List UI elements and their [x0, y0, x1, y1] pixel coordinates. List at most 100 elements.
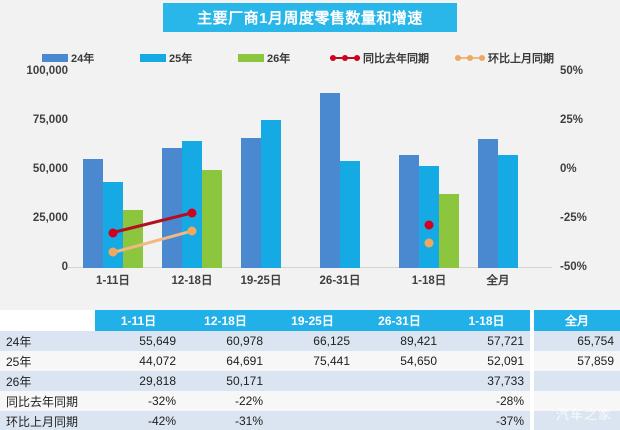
table-cell: 57,721 [443, 331, 530, 351]
table-cell: 65,754 [534, 331, 620, 351]
table-col-gap [530, 310, 534, 331]
table-cell: 60,978 [182, 331, 269, 351]
chart-legend: 24年 25年 26年 同比去年同期 环比上月同期 [0, 48, 620, 68]
bar-group [478, 72, 518, 268]
bar-26年 [439, 194, 459, 268]
table-row: 25年 44,072 64,691 75,441 54,650 52,091 57,859 [0, 351, 620, 371]
legend-label: 24年 [71, 53, 95, 65]
x-axis-tick: 全月 [486, 275, 510, 287]
bar-25年 [182, 141, 202, 268]
legend-label: 25年 [169, 53, 193, 65]
table-row: 24年 55,649 60,978 66,125 89,421 57,721 65,754 [0, 331, 620, 351]
table-cell: 50,171 [182, 371, 269, 391]
legend-swatch-icon [140, 54, 166, 62]
y-axis-left-tick: 75,000 [32, 114, 68, 126]
bar-group [162, 72, 222, 268]
table-row-label: 25年 [0, 351, 95, 371]
table-cell: 37,733 [443, 371, 530, 391]
plot-wrapper: 100,000 75,000 50,000 25,000 0 50% 25% 0% -25% -… [0, 65, 620, 300]
table-col-header: 1-11日 [95, 310, 182, 331]
legend-swatch-icon [42, 54, 68, 62]
y-axis-right-tick: 0% [560, 163, 577, 175]
table-row: 环比上月同期 -42% -31% -37% [0, 411, 620, 430]
chart-title-banner: 主要厂商1月周度零售数量和增速 [163, 3, 457, 32]
table-cell: -32% [95, 391, 182, 411]
legend-mom[interactable]: 环比上月同期 [455, 50, 554, 66]
data-point-环比上月同期 [108, 247, 118, 257]
bar-24年 [320, 92, 340, 268]
legend-25[interactable]: 25年 [140, 50, 192, 66]
table-corner-cell [0, 310, 95, 331]
bar-24年 [83, 158, 103, 268]
bar-group [399, 72, 459, 268]
table-row: 同比去年同期 -32% -22% -28% [0, 391, 620, 411]
legend-label: 26年 [267, 53, 291, 65]
table-cell: 44,072 [95, 351, 182, 371]
table-col-header: 12-18日 [182, 310, 269, 331]
bar-25年 [419, 165, 439, 268]
bar-26年 [123, 209, 143, 268]
table-cell [534, 411, 620, 430]
data-point-同比去年同期 [108, 228, 118, 238]
bar-group [83, 72, 143, 268]
bar-25年 [498, 154, 518, 268]
bar-24年 [162, 148, 182, 268]
table-cell: 75,441 [269, 351, 356, 371]
bar-24年 [241, 138, 261, 268]
legend-swatch-icon [238, 54, 264, 62]
table-cell: 54,650 [356, 351, 443, 371]
table-cell [269, 411, 356, 430]
table-col-gap [530, 331, 534, 351]
table-cell [534, 371, 620, 391]
table-cell [269, 391, 356, 411]
x-axis-tick: 1-18日 [411, 275, 447, 287]
table-col-gap [530, 411, 534, 430]
legend-26[interactable]: 26年 [238, 50, 290, 66]
table-col-header: 全月 [534, 310, 620, 331]
legend-yoy[interactable]: 同比去年同期 [330, 50, 429, 66]
y-axis-right-tick: 25% [560, 114, 584, 126]
y-axis-left-tick: 25,000 [32, 212, 68, 224]
data-point-同比去年同期 [424, 220, 434, 230]
table-col-header: 1-18日 [443, 310, 530, 331]
plot-area [68, 72, 552, 268]
table-row-label: 环比上月同期 [0, 411, 95, 430]
table-col-header: 19-25日 [269, 310, 356, 331]
bar-25年 [340, 160, 360, 268]
legend-line-marker-icon [455, 53, 485, 63]
table-cell [534, 391, 620, 411]
table-cell: -28% [443, 391, 530, 411]
data-point-环比上月同期 [424, 238, 434, 248]
y-axis-right-tick: 50% [560, 65, 584, 77]
table-cell: 64,691 [182, 351, 269, 371]
bar-25年 [261, 120, 281, 268]
y-axis-left-tick: 50,000 [32, 163, 68, 175]
table-cell: -37% [443, 411, 530, 430]
x-axis-tick: 19-25日 [240, 275, 282, 287]
legend-label: 同比去年同期 [363, 53, 429, 65]
table-row-label: 26年 [0, 371, 95, 391]
bar-24年 [478, 139, 498, 268]
table-row: 26年 29,818 50,171 37,733 [0, 371, 620, 391]
page-title: 主要厂商1月周度零售数量和增速 [197, 10, 423, 27]
table-cell: 55,649 [95, 331, 182, 351]
table-cell: 52,091 [443, 351, 530, 371]
bar-group [320, 72, 360, 268]
table-cell [356, 371, 443, 391]
table-header-row: 1-11日 12-18日 19-25日 26-31日 1-18日 全月 [0, 310, 620, 331]
y-axis-right-tick: -50% [560, 261, 587, 273]
table-col-gap [530, 391, 534, 411]
y-axis-left-tick: 100,000 [26, 65, 68, 77]
table-cell: 66,125 [269, 331, 356, 351]
table-cell: -22% [182, 391, 269, 411]
x-axis-tick: 12-18日 [171, 275, 213, 287]
table-row-label: 同比去年同期 [0, 391, 95, 411]
table-col-gap [530, 351, 534, 371]
table-cell: 57,859 [534, 351, 620, 371]
table-cell: 89,421 [356, 331, 443, 351]
bar-26年 [202, 169, 222, 268]
table-col-header: 26-31日 [356, 310, 443, 331]
legend-24[interactable]: 24年 [42, 50, 94, 66]
y-axis-right-tick: -25% [560, 212, 587, 224]
table-cell [356, 411, 443, 430]
